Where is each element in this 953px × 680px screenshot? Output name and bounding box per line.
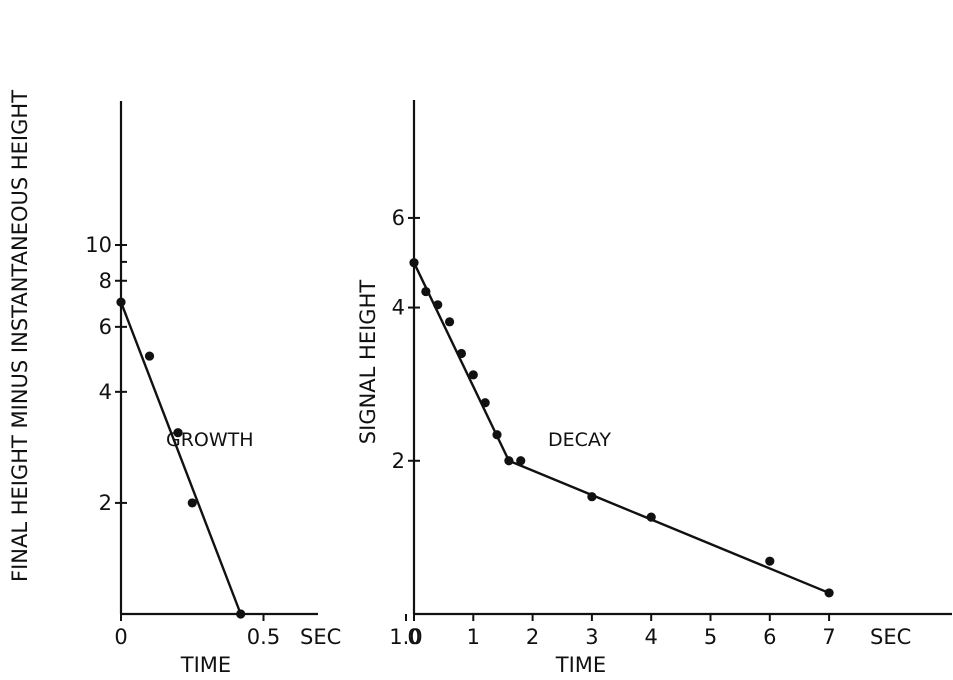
d-data-point (646, 512, 656, 522)
g-y-tick-label: 2 (99, 491, 112, 515)
g-y-tick-label: 6 (99, 315, 112, 339)
d-x-tick-label: 4 (645, 625, 658, 649)
g-y-tick-label: 4 (99, 380, 112, 404)
g-data-point (116, 297, 126, 307)
d-y-tick-label: 4 (392, 296, 405, 320)
g-data-point (144, 351, 155, 361)
d-data-point (468, 370, 478, 380)
g-data-point (187, 498, 197, 508)
d-data-point (409, 258, 419, 268)
d-y-tick-label: 2 (392, 449, 405, 473)
d-data-point (433, 300, 443, 310)
d-x-tick-label: 0 (407, 625, 420, 649)
g-y-tick-label: 8 (99, 269, 112, 293)
d-x-tick-label: 1 (467, 625, 480, 649)
d-x-tick-label: 7 (822, 625, 835, 649)
d-data-point (480, 398, 490, 408)
growth-annotation: GROWTH (166, 429, 254, 451)
d-data-point (444, 317, 455, 327)
g-fit-line (119, 301, 242, 615)
decay-annotation: DECAY (548, 429, 611, 451)
d-fit-line (412, 262, 510, 462)
d-x-tick-label: 2 (526, 625, 539, 649)
g-x-tick-label: 0 (114, 625, 127, 649)
d-data-point (492, 430, 502, 440)
g-x-tick-label: 1.0 (389, 625, 422, 649)
growth-x-unit: SEC (300, 625, 341, 649)
decay-x-axis-title: TIME (555, 653, 606, 677)
d-data-point (504, 456, 514, 466)
d-data-point (421, 286, 431, 297)
growth-y-axis-title: FINAL HEIGHT MINUS INSTANTANEOUS HEIGHT (8, 90, 32, 582)
growth-x-axis-title: TIME (180, 653, 231, 677)
d-fit-line (508, 459, 830, 595)
g-x-tick-label: 0.5 (247, 625, 280, 649)
d-data-point (456, 348, 467, 359)
g-data-point (173, 428, 183, 438)
d-data-point (824, 588, 834, 598)
decay-y-axis-title: SIGNAL HEIGHT (356, 280, 380, 445)
d-x-tick-label: 6 (763, 625, 776, 649)
d-data-point (765, 556, 775, 566)
growth-panel: 2 4 6 8 10 0 0.5 1.0 GROWTH TIME SEC FINAL HEI… (8, 90, 423, 677)
d-data-point (587, 492, 597, 502)
decay-x-unit: SEC (870, 625, 911, 649)
d-x-tick-label: 5 (704, 625, 717, 649)
g-y-tick-label: 10 (85, 233, 112, 257)
d-x-tick-label: 3 (585, 625, 598, 649)
d-data-point (516, 456, 526, 466)
decay-panel: 2 4 6 0 1 2 3 4 5 6 7 DECAY TIME SEC SIGNAL HEIGH… (356, 100, 952, 677)
d-y-tick-label: 6 (392, 206, 405, 230)
g-data-point (236, 609, 246, 619)
